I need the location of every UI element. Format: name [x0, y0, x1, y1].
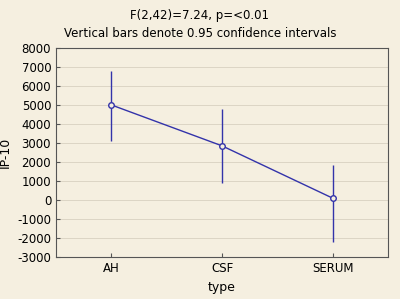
- Text: F(2,42)=7.24, p=<0.01: F(2,42)=7.24, p=<0.01: [130, 9, 270, 22]
- X-axis label: type: type: [208, 280, 236, 294]
- Y-axis label: IP-10: IP-10: [0, 137, 12, 168]
- Text: Vertical bars denote 0.95 confidence intervals: Vertical bars denote 0.95 confidence int…: [64, 27, 336, 40]
